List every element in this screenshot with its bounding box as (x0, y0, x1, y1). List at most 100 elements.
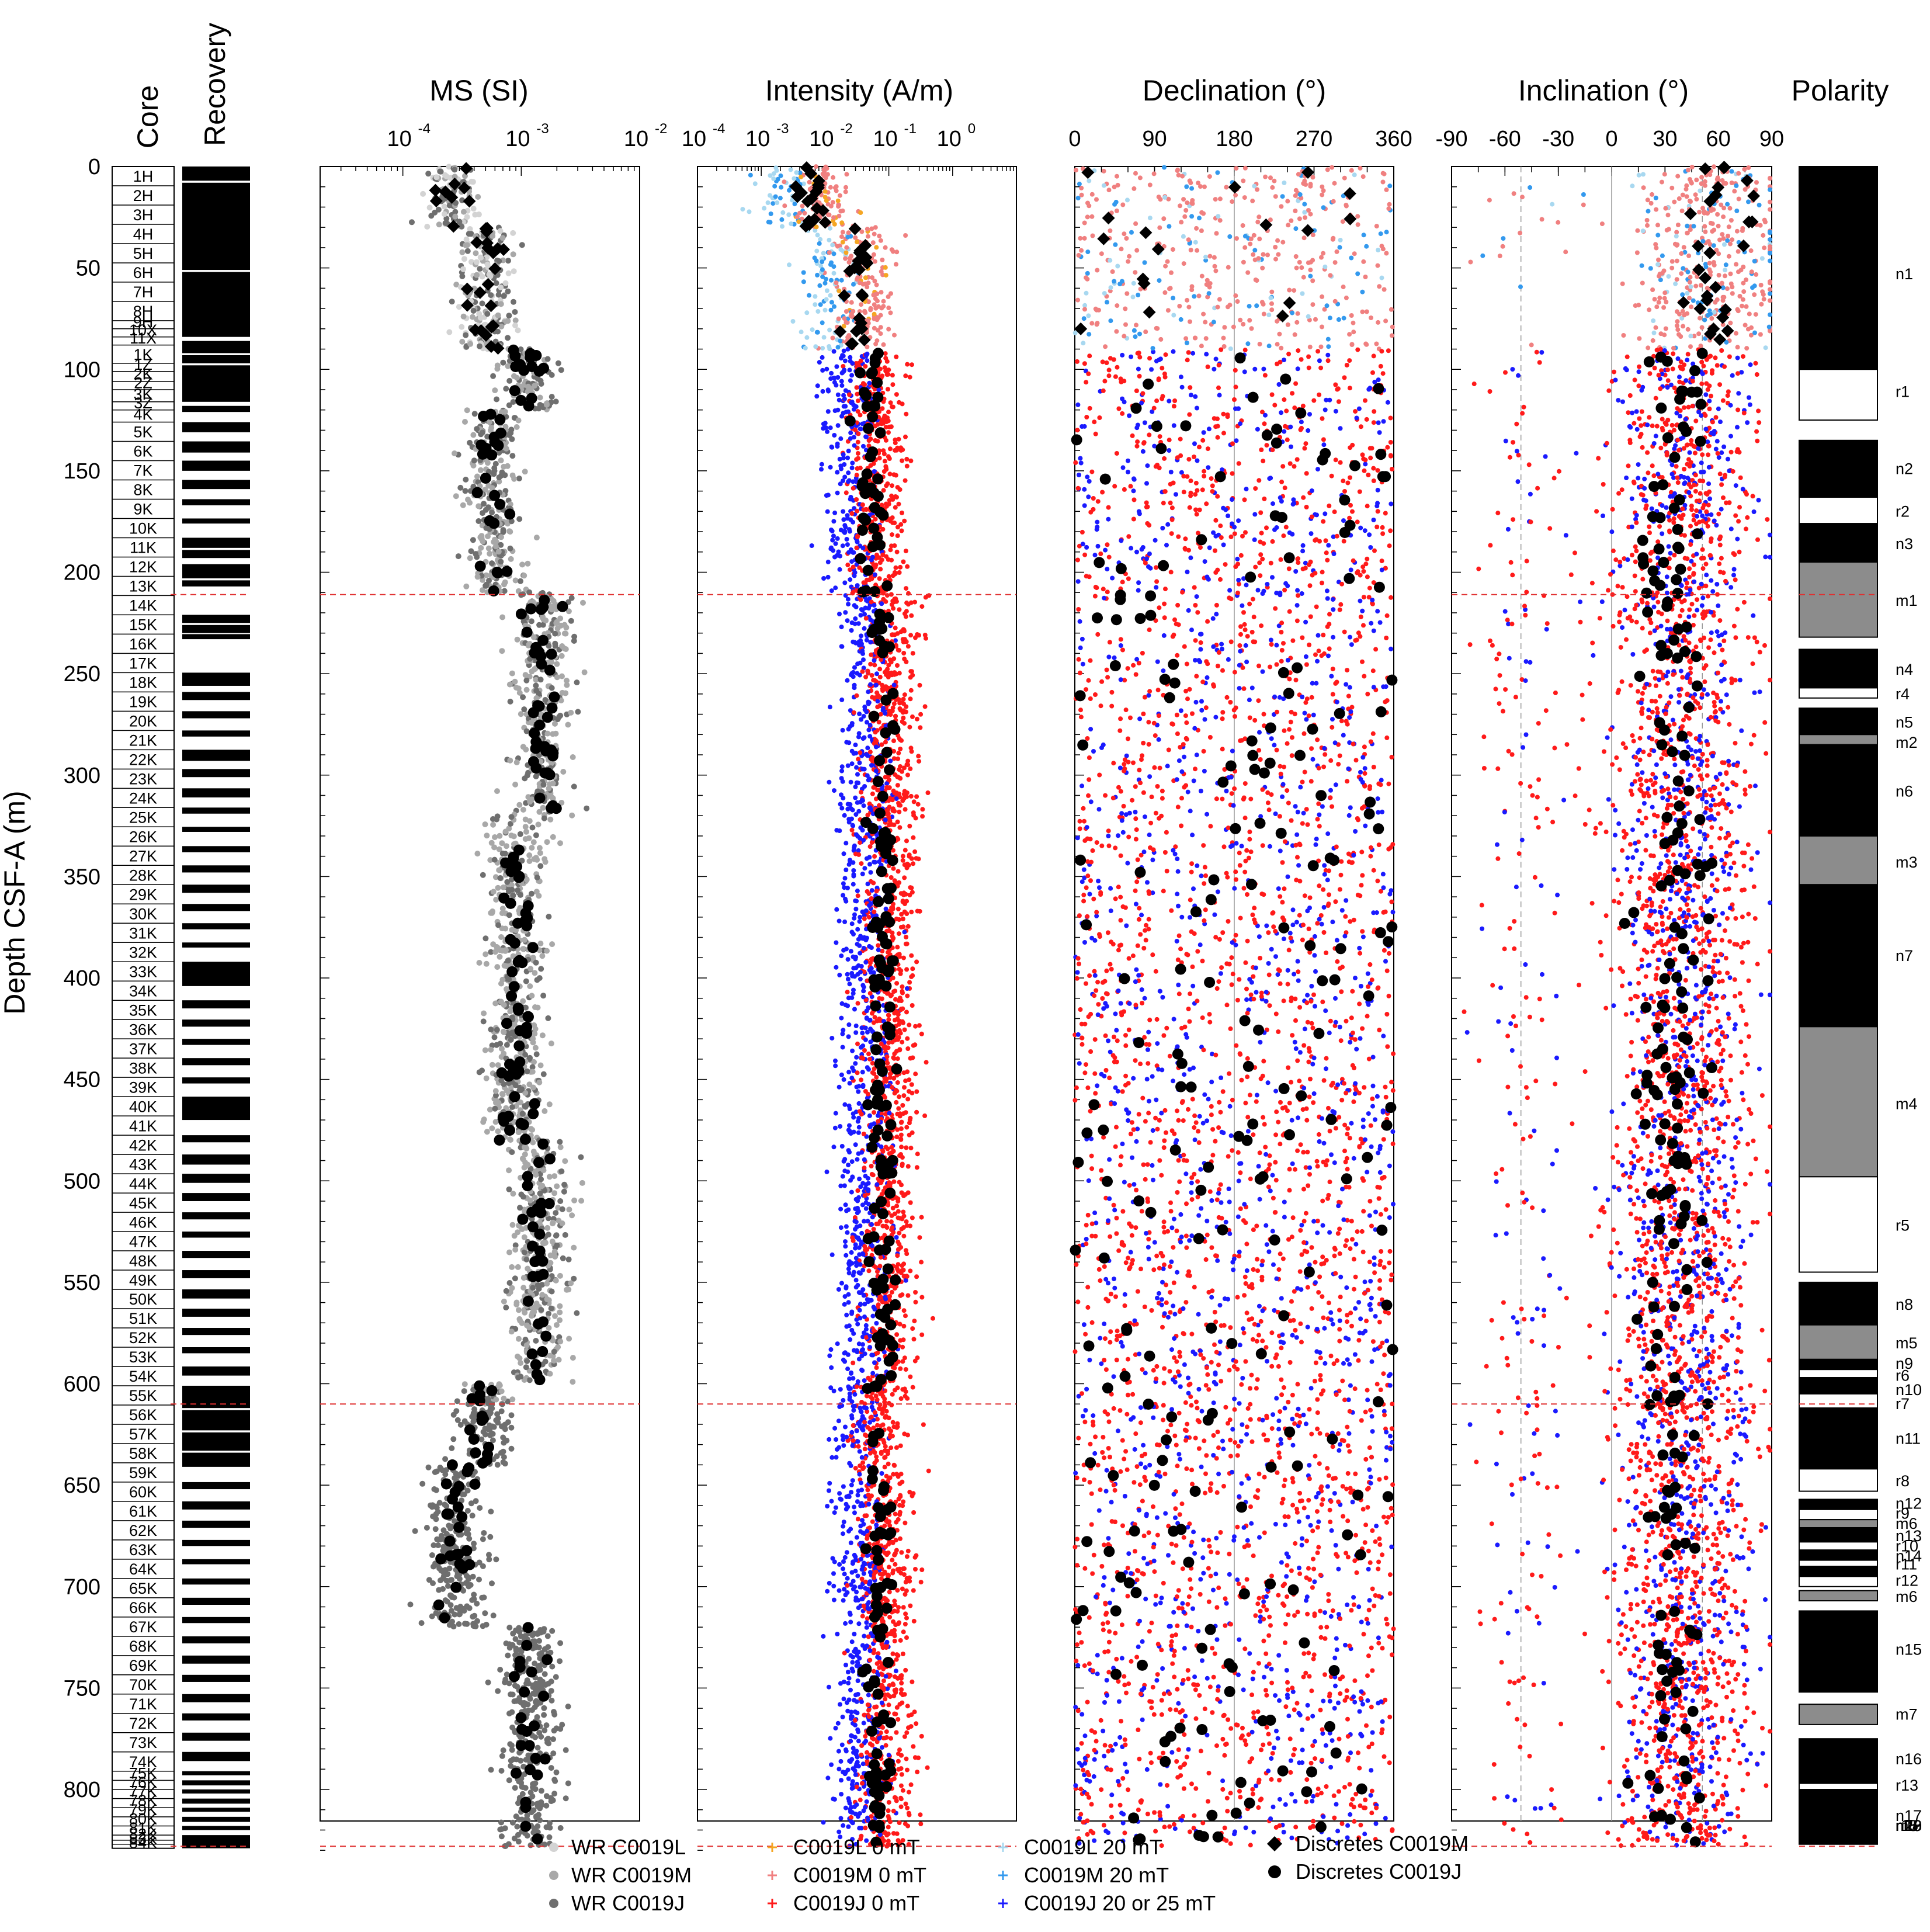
intensity-point (834, 965, 838, 970)
intensity-point (820, 346, 825, 351)
ms-wr-point (480, 872, 486, 878)
ms-wr-point (516, 476, 522, 481)
ms-wr-point (425, 171, 431, 176)
intensity-point (839, 1016, 843, 1021)
ms-wr-point (502, 851, 508, 856)
ms-wr-point (499, 1768, 505, 1774)
intensity-point (835, 491, 840, 495)
ms-wr-point (512, 1275, 518, 1281)
intensity-point (838, 1387, 843, 1392)
recovery-gap (182, 986, 250, 1000)
ms-discrete-point (489, 490, 500, 501)
ms-wr-point (552, 631, 558, 637)
recovery-gap (182, 1721, 250, 1733)
ms-wr-point (549, 1765, 554, 1771)
ms-discrete-point (516, 1712, 527, 1723)
ms-wr-point (530, 1069, 536, 1075)
ms-wr-point (469, 1414, 475, 1420)
recovery-gap (182, 633, 250, 634)
intensity-point (902, 1085, 907, 1090)
ms-wr-point (475, 194, 481, 200)
ms-discrete-point (509, 938, 520, 949)
ms-wr-point (538, 1799, 544, 1805)
ms-wr-point (508, 833, 514, 838)
intensity-point (843, 1663, 848, 1667)
ms-wr-point (489, 509, 495, 515)
ms-wr-point (518, 831, 523, 837)
intensity-point (768, 220, 773, 225)
ms-wr-point (524, 687, 530, 693)
recovery-gap (182, 1451, 250, 1452)
core-label: 64K (129, 1560, 157, 1578)
ms-discrete-point (433, 1600, 445, 1611)
ms-discrete-point (526, 393, 537, 404)
ms-wr-point (433, 174, 439, 180)
intensity-point (766, 200, 770, 205)
ms-wr-point (547, 1101, 553, 1107)
ms-discrete-point (516, 609, 527, 620)
core-label: 27K (129, 848, 157, 865)
ms-wr-point (489, 1580, 495, 1586)
ms-wr-point (505, 958, 511, 963)
ms-wr-point (450, 1436, 456, 1442)
ms-wr-point (436, 221, 442, 227)
ms-wr-point (523, 672, 529, 678)
ms-wr-point (513, 317, 519, 323)
intensity-point (884, 907, 888, 911)
ms-wr-point (465, 1508, 471, 1514)
ms-wr-point (494, 788, 500, 794)
ms-wr-point (503, 386, 509, 391)
ms-wr-point (563, 1795, 569, 1801)
recovery-column (182, 167, 250, 1848)
ms-wr-point (497, 1667, 503, 1673)
intensity-point (834, 1455, 839, 1460)
ms-wr-point (431, 1486, 437, 1492)
intensity-point (841, 230, 845, 234)
ms-wr-point (517, 1205, 523, 1210)
ms-wr-point (461, 256, 467, 262)
intensity-point (891, 866, 896, 871)
ms-wr-point (570, 1379, 575, 1385)
ms-discrete-point (501, 566, 512, 577)
ms-discrete-point (480, 473, 491, 484)
ms-wr-point (538, 966, 544, 972)
ms-wr-point (518, 1734, 523, 1740)
ms-wr-point (500, 360, 506, 366)
intensity-point (918, 1822, 923, 1826)
ms-discrete-point (484, 515, 495, 526)
intensity-tick-label: 10 (809, 127, 834, 151)
ms-wr-point (506, 912, 512, 918)
ms-wr-point (490, 1062, 495, 1068)
intensity-point (845, 1230, 850, 1235)
intensity-point (904, 1588, 909, 1593)
ms-wr-point (510, 1222, 516, 1228)
ms-wr-point (529, 668, 535, 674)
ms-wr-point (537, 1677, 543, 1683)
intensity-point (847, 1676, 852, 1681)
ms-discrete-point (533, 1157, 544, 1168)
ms-wr-point (474, 1601, 480, 1607)
ms-discrete-point (533, 1271, 544, 1282)
ms-wr-point (575, 709, 581, 714)
intensity-point (908, 1375, 912, 1379)
ms-wr-point (539, 1292, 545, 1298)
ms-wr-point (506, 378, 512, 384)
intensity-point (772, 184, 777, 189)
depth-tick-label: 100 (64, 358, 100, 382)
ms-wr-point (534, 535, 540, 540)
intensity-point (893, 1512, 898, 1517)
ms-wr-point (471, 463, 477, 469)
ms-wr-point (483, 935, 488, 941)
intensity-point (846, 1681, 851, 1685)
ms-wr-point (518, 892, 523, 898)
ms-discrete-point (451, 1549, 462, 1560)
ms-wr-point (516, 1316, 522, 1322)
ms-wr-point (525, 1069, 530, 1074)
ms-panel-title: MS (SI) (429, 74, 528, 107)
intensity-point (846, 1777, 851, 1781)
intensity-point (870, 792, 875, 796)
ms-wr-point (498, 301, 504, 307)
ms-wr-point (539, 1788, 544, 1794)
depth-tick-label: 150 (64, 459, 100, 484)
intensity-point (904, 549, 908, 553)
